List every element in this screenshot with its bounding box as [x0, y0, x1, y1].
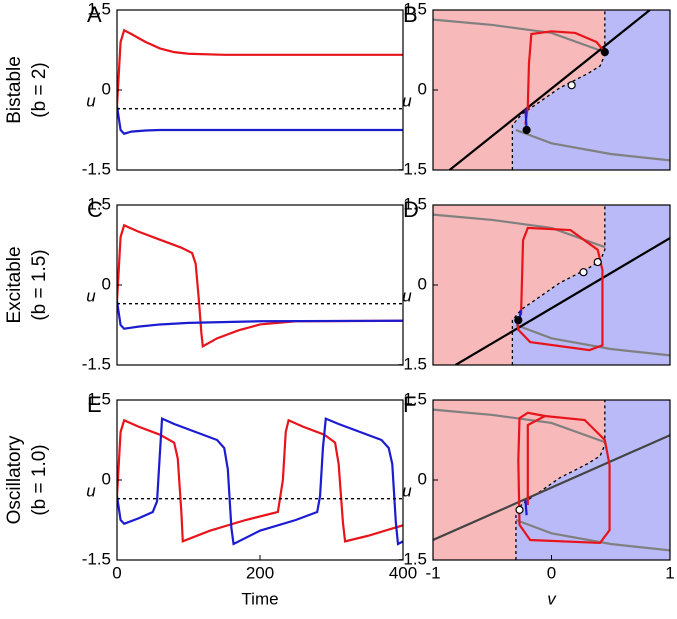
curve	[515, 323, 670, 357]
y-tick-label: -1.5	[398, 159, 427, 178]
curve	[433, 18, 606, 54]
y-tick-label: 1.5	[87, 0, 111, 18]
y-axis-label: u	[402, 286, 412, 305]
x-tick-label: 1	[665, 563, 674, 582]
row-label: Oscillatory	[4, 435, 25, 524]
curve	[524, 30, 606, 125]
plot-area	[433, 10, 670, 170]
x-tick-label: 0	[547, 563, 556, 582]
trace	[117, 300, 403, 330]
curve	[515, 128, 670, 162]
curve	[516, 226, 604, 352]
plot-area	[117, 223, 403, 349]
curve	[433, 213, 606, 249]
region-right	[512, 10, 670, 170]
y-tick-label: 0	[102, 469, 111, 488]
trace	[117, 418, 403, 543]
separatrix	[511, 10, 606, 170]
y-tick-label: 1.5	[87, 194, 111, 213]
x-tick-label: 200	[246, 563, 274, 582]
y-tick-label: -1.5	[82, 354, 111, 373]
curve	[515, 518, 670, 552]
fixed-point	[600, 48, 609, 57]
fixed-point	[515, 505, 524, 514]
y-tick-label: 1.5	[87, 389, 111, 408]
y-tick-label: -1.5	[398, 354, 427, 373]
frame	[116, 399, 404, 561]
panel-label: E	[87, 392, 102, 417]
panel-label: F	[403, 392, 416, 417]
plot-area	[117, 417, 403, 546]
fixed-point	[579, 268, 588, 277]
curve	[448, 10, 651, 170]
curve	[433, 434, 670, 542]
trace	[117, 28, 403, 107]
x-axis-label: Time	[241, 589, 278, 608]
y-tick-label: 0	[102, 79, 111, 98]
x-axis-label: v	[547, 589, 557, 608]
row-param: (b = 1.0)	[29, 444, 50, 515]
y-tick-label: 1.5	[403, 194, 427, 213]
region-left	[433, 10, 605, 170]
y-axis-label: u	[86, 286, 96, 305]
region-right	[515, 400, 670, 560]
y-tick-label: 0	[418, 79, 427, 98]
panel-label: B	[403, 2, 418, 27]
fixed-point	[567, 81, 576, 90]
plot-area	[117, 28, 403, 135]
separatrix	[511, 205, 606, 365]
row-label: Bistable	[4, 56, 25, 124]
panel-label: A	[87, 2, 102, 27]
frame	[116, 9, 404, 171]
fixed-point	[593, 257, 602, 267]
trace	[117, 223, 403, 349]
y-tick-label: -1.5	[82, 549, 111, 568]
plot-area	[433, 400, 670, 560]
panel-label: D	[403, 197, 419, 222]
curve	[517, 411, 611, 545]
y-tick-label: 0	[418, 274, 427, 293]
y-axis-label: u	[402, 481, 412, 500]
y-tick-label: -1.5	[398, 549, 427, 568]
y-axis-label: u	[402, 91, 412, 110]
fixed-point	[522, 125, 531, 135]
y-tick-label: 1.5	[403, 0, 427, 18]
curve	[454, 237, 670, 365]
frame	[116, 204, 404, 366]
trace	[117, 417, 403, 546]
plot-area	[433, 205, 670, 365]
y-tick-label: 0	[418, 469, 427, 488]
x-tick-label: 0	[112, 563, 121, 582]
y-tick-label: 0	[102, 274, 111, 293]
y-tick-label: -1.5	[82, 159, 111, 178]
fixed-point	[514, 316, 523, 325]
x-tick-label: 400	[389, 563, 417, 582]
row-param: (b = 1.5)	[29, 249, 50, 320]
curve	[524, 499, 528, 516]
region-left	[433, 205, 605, 365]
y-axis-label: u	[86, 91, 96, 110]
panel-label: C	[87, 197, 103, 222]
x-tick-label: -1	[425, 563, 440, 582]
trace	[117, 105, 403, 135]
y-tick-label: 1.5	[403, 389, 427, 408]
row-param: (b = 2)	[29, 62, 50, 117]
row-label: Excitable	[4, 246, 25, 323]
y-axis-label: u	[86, 481, 96, 500]
curve	[433, 408, 606, 444]
